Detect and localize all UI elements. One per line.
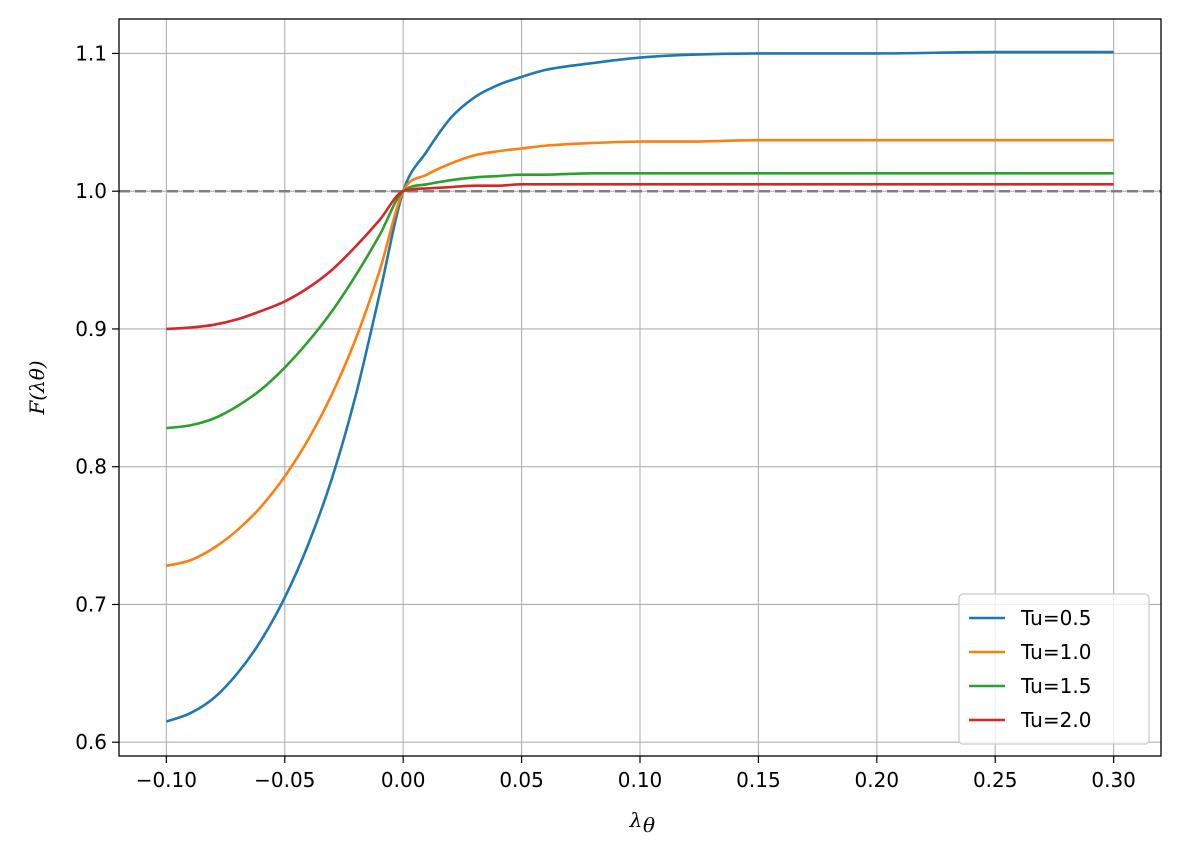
y-tick-label: 0.6	[75, 730, 107, 754]
legend-label: Tu=0.5	[1020, 606, 1091, 630]
y-tick-label: 1.0	[75, 179, 107, 203]
legend-items: Tu=0.5 Tu=1.0 Tu=1.5 Tu=2.0	[969, 606, 1091, 732]
series-line-tu-1-5	[166, 171, 1114, 430]
x-tick-label: −0.10	[136, 768, 197, 792]
series-line-tu-2-0	[166, 183, 1114, 331]
y-tick-label: 0.8	[75, 455, 107, 479]
x-tick-label: 0.25	[973, 768, 1018, 792]
legend-label: Tu=2.0	[1020, 708, 1091, 732]
x-tick-label: 0.30	[1091, 768, 1136, 792]
x-tick-label: 0.00	[381, 768, 426, 792]
legend: Tu=0.5 Tu=1.0 Tu=1.5 Tu=2.0	[958, 593, 1150, 745]
y-tick-label: 0.7	[75, 592, 107, 616]
y-axis-ticks: 0.6 0.7 0.8 0.9 1.0 1.1	[75, 41, 119, 754]
x-tick-label: 0.15	[736, 768, 781, 792]
series-group	[165, 50, 1114, 723]
series-line-tu-0-5	[165, 50, 1114, 723]
x-tick-label: 0.05	[499, 768, 544, 792]
x-axis-ticks: −0.10 −0.05 0.00 0.05 0.10 0.15 0.20 0.25 0.30	[136, 756, 1136, 792]
x-tick-label: 0.20	[855, 768, 900, 792]
legend-label: Tu=1.5	[1020, 674, 1091, 698]
legend-label: Tu=1.0	[1020, 640, 1091, 664]
series-line-tu-1-0	[166, 138, 1114, 568]
y-tick-label: 0.9	[75, 317, 107, 341]
x-axis-label-symbol: λ	[629, 808, 643, 832]
y-tick-label: 1.1	[75, 41, 107, 65]
x-tick-label: 0.10	[618, 768, 663, 792]
y-axis-label-text: F(λθ)	[25, 360, 49, 415]
x-axis-label: λ θ	[629, 808, 655, 837]
x-axis-label-subscript: θ	[643, 813, 655, 837]
x-tick-label: −0.05	[254, 768, 315, 792]
legend-box	[958, 593, 1150, 745]
y-axis-label: F(λθ)	[25, 360, 49, 415]
